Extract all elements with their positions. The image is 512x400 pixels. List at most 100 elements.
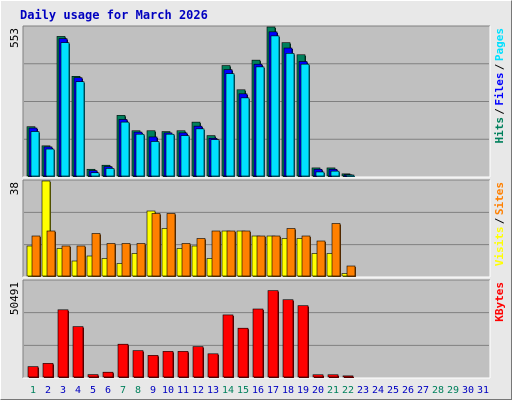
- bar-kbytes-11: [177, 351, 189, 378]
- bar-kbytes-8: [132, 350, 144, 378]
- day-label-2: 2: [45, 385, 51, 396]
- bar-pages-1: [30, 131, 40, 177]
- day-label-18: 18: [282, 385, 294, 396]
- bar-kbytes-17: [267, 290, 279, 378]
- legend-hits: Hits: [493, 117, 506, 144]
- bar-shadow-kbytes: [344, 376, 354, 378]
- bar-sites-17: [271, 235, 281, 277]
- day-label-27: 27: [417, 385, 429, 396]
- day-label-10: 10: [162, 385, 174, 396]
- day-label-28: 28: [432, 385, 444, 396]
- bar-kbytes-18: [282, 299, 294, 378]
- bar-pages-15: [240, 97, 250, 177]
- day-label-13: 13: [207, 385, 219, 396]
- day-label-16: 16: [252, 385, 264, 396]
- day-label-21: 21: [327, 385, 339, 396]
- legend-files: Files: [493, 73, 506, 106]
- legend-separator: /: [493, 64, 506, 71]
- bar-sites-9: [151, 213, 161, 277]
- day-label-1: 1: [30, 385, 36, 396]
- day-label-5: 5: [90, 385, 96, 396]
- day-label-25: 25: [387, 385, 399, 396]
- bar-pages-20: [315, 171, 325, 177]
- day-label-9: 9: [150, 385, 156, 396]
- bar-pages-18: [285, 53, 295, 177]
- bar-pages-21: [330, 170, 340, 177]
- bar-kbytes-9: [147, 355, 159, 378]
- bar-sites-13: [211, 230, 221, 277]
- bar-pages-3: [60, 42, 70, 177]
- day-label-24: 24: [372, 385, 384, 396]
- day-label-12: 12: [192, 385, 204, 396]
- day-label-4: 4: [75, 385, 81, 396]
- bar-sites-1: [31, 235, 41, 277]
- bar-pages-14: [225, 73, 235, 177]
- bar-kbytes-3: [57, 309, 69, 378]
- bar-sites-4: [76, 245, 86, 277]
- bar-kbytes-14: [222, 314, 234, 378]
- bar-pages-10: [165, 133, 175, 177]
- bar-pages-16: [255, 66, 265, 177]
- bar-sites-22: [346, 265, 356, 277]
- bar-sites-7: [121, 243, 131, 277]
- bar-sites-5: [91, 233, 101, 277]
- legend-pages: Pages: [493, 28, 506, 61]
- bar-pages-22: [345, 174, 355, 177]
- bar-pages-9: [150, 141, 160, 177]
- bar-sites-6: [106, 243, 116, 277]
- bar-pages-4: [75, 81, 85, 177]
- bar-kbytes-2: [42, 363, 54, 378]
- bar-sites-19: [301, 235, 311, 277]
- bar-kbytes-19: [297, 305, 309, 378]
- legend-separator: /: [493, 218, 506, 225]
- day-label-23: 23: [357, 385, 369, 396]
- bar-pages-6: [105, 168, 115, 177]
- chart-title: Daily usage for March 2026: [20, 8, 208, 22]
- bar-kbytes-13: [207, 353, 219, 378]
- bar-pages-11: [180, 135, 190, 177]
- bar-visits-2: [41, 180, 51, 277]
- bar-sites-20: [316, 240, 326, 277]
- bar-sites-21: [331, 223, 341, 277]
- day-label-31: 31: [477, 385, 489, 396]
- bar-pages-8: [135, 133, 145, 177]
- bar-kbytes-10: [162, 351, 174, 378]
- bar-sites-10: [166, 213, 176, 277]
- bar-kbytes-1: [27, 366, 39, 378]
- day-label-15: 15: [237, 385, 249, 396]
- bar-sites-18: [286, 228, 296, 277]
- day-label-20: 20: [312, 385, 324, 396]
- bar-kbytes-6: [102, 371, 114, 378]
- day-label-14: 14: [222, 385, 234, 396]
- legend-kbytes: KBytes: [493, 282, 506, 322]
- bar-pages-17: [270, 35, 280, 177]
- bar-pages-19: [300, 63, 310, 177]
- legend-visits: Visits: [493, 227, 506, 267]
- day-label-30: 30: [462, 385, 474, 396]
- bar-pages-12: [195, 128, 205, 177]
- bar-sites-8: [136, 243, 146, 277]
- bar-shadow-pages: [347, 176, 355, 177]
- bar-kbytes-5: [87, 374, 99, 378]
- bar-pages-13: [210, 139, 220, 177]
- day-label-19: 19: [297, 385, 309, 396]
- day-label-6: 6: [105, 385, 111, 396]
- max-label-bottom: 50491: [8, 282, 21, 315]
- bar-sites-12: [196, 238, 206, 277]
- bar-sites-15: [241, 230, 251, 277]
- bar-pages-5: [90, 172, 100, 177]
- bar-sites-2: [46, 230, 56, 277]
- bar-sites-16: [256, 235, 266, 277]
- bar-kbytes-15: [237, 327, 249, 378]
- day-label-11: 11: [177, 385, 189, 396]
- bar-kbytes-21: [327, 374, 339, 378]
- day-label-29: 29: [447, 385, 459, 396]
- day-label-8: 8: [135, 385, 141, 396]
- bar-kbytes-20: [312, 374, 324, 378]
- legend-sites: Sites: [493, 182, 506, 215]
- bar-pages-2: [45, 148, 55, 177]
- max-label-top: 553: [8, 28, 21, 48]
- bar-kbytes-4: [72, 326, 84, 378]
- bar-sites-14: [226, 230, 236, 277]
